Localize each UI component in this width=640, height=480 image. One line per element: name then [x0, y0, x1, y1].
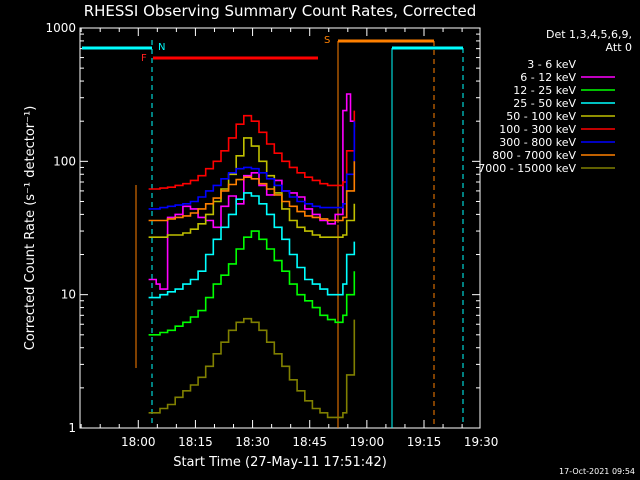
y-axis-label: Corrected Count Rate (s⁻¹ detector⁻¹) — [23, 106, 38, 351]
chart-title: RHESSI Observing Summary Count Rates, Co… — [84, 2, 477, 20]
flag-n-label: N — [158, 42, 165, 53]
legend-label: 3 - 6 keV — [527, 58, 576, 71]
series-line-1 — [148, 108, 356, 419]
y-tick-label-100: 100 — [53, 154, 76, 168]
legend-label: 300 - 800 keV — [499, 136, 576, 149]
x-tick-label-1930: 19:30 — [464, 435, 499, 449]
series-line-5 — [148, 137, 356, 238]
x-tick-label-1915: 19:15 — [407, 435, 442, 449]
x-tick-label-1845: 18:45 — [292, 435, 327, 449]
series-line-7 — [148, 121, 356, 210]
legend-label: 50 - 100 keV — [506, 110, 576, 123]
legend-label: 25 - 50 keV — [513, 97, 576, 110]
y-tick-label-1000: 1000 — [45, 21, 76, 35]
x-tick-label-1830: 18:30 — [235, 435, 270, 449]
series-line-3 — [148, 230, 356, 336]
legend-label: 7000 - 15000 keV — [478, 162, 576, 175]
legend-label: 6 - 12 keV — [520, 71, 576, 84]
x-tick-label-1800: 18:00 — [121, 435, 156, 449]
x-tick-label-1815: 18:15 — [178, 435, 213, 449]
footer-date: 17-Oct-2021 09:54 — [559, 467, 635, 476]
series-line-8 — [148, 161, 356, 222]
status-bars — [82, 39, 464, 428]
plot-frame — [79, 27, 481, 429]
series-line-4 — [148, 192, 356, 299]
series-line-6 — [148, 110, 356, 190]
x-axis-label: Start Time (27-May-11 17:51:42) — [173, 455, 387, 470]
legend-header: Det 1,3,4,5,6,9, — [546, 28, 632, 41]
series-layer — [148, 93, 356, 419]
axis-ticks — [80, 28, 480, 429]
legend-label: 12 - 25 keV — [513, 84, 576, 97]
legend-label: 800 - 7000 keV — [492, 149, 576, 162]
series-line-2 — [148, 93, 356, 290]
y-tick-label-10: 10 — [61, 288, 76, 302]
legend-label: 100 - 300 keV — [499, 123, 576, 136]
x-tick-label-1900: 19:00 — [350, 435, 385, 449]
series-line-9 — [148, 317, 356, 419]
legend-subheader: Att 0 — [606, 41, 632, 54]
flag-f-label: F — [141, 53, 147, 64]
flag-s-label: S — [324, 35, 330, 46]
y-tick-label-1: 1 — [68, 421, 76, 435]
